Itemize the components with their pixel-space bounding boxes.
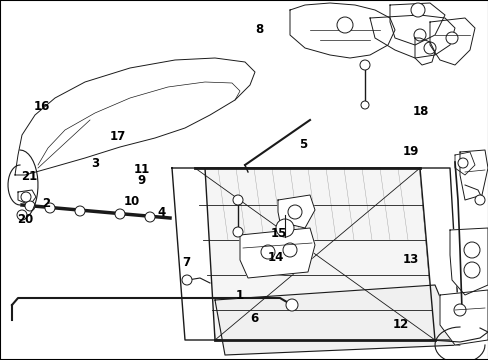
Circle shape xyxy=(457,158,467,168)
Circle shape xyxy=(275,219,293,237)
Circle shape xyxy=(21,192,31,202)
Circle shape xyxy=(453,304,465,316)
Text: 20: 20 xyxy=(17,213,34,226)
Text: 7: 7 xyxy=(182,256,189,269)
Polygon shape xyxy=(18,190,36,205)
Text: 1: 1 xyxy=(235,289,243,302)
Circle shape xyxy=(182,275,192,285)
Polygon shape xyxy=(215,285,459,355)
Circle shape xyxy=(75,206,85,216)
Circle shape xyxy=(261,245,274,259)
Polygon shape xyxy=(414,38,434,65)
Polygon shape xyxy=(240,228,314,278)
Text: 5: 5 xyxy=(299,138,306,150)
Text: 10: 10 xyxy=(123,195,140,208)
Text: 21: 21 xyxy=(21,170,38,183)
Text: 8: 8 xyxy=(255,23,263,36)
Circle shape xyxy=(445,32,457,44)
Circle shape xyxy=(232,227,243,237)
Circle shape xyxy=(285,299,297,311)
Circle shape xyxy=(423,42,435,54)
Polygon shape xyxy=(439,290,487,345)
Text: 2: 2 xyxy=(42,197,50,210)
Circle shape xyxy=(17,210,27,220)
Text: 12: 12 xyxy=(392,318,408,330)
Polygon shape xyxy=(429,18,474,65)
Text: 15: 15 xyxy=(270,227,286,240)
Circle shape xyxy=(463,262,479,278)
Text: 4: 4 xyxy=(157,206,165,219)
Text: 11: 11 xyxy=(133,163,150,176)
Circle shape xyxy=(463,242,479,258)
Polygon shape xyxy=(369,15,454,58)
Polygon shape xyxy=(278,195,314,228)
Circle shape xyxy=(413,29,425,41)
Text: 17: 17 xyxy=(109,130,125,143)
Polygon shape xyxy=(459,150,487,200)
Circle shape xyxy=(25,201,35,211)
Circle shape xyxy=(474,195,484,205)
Text: 16: 16 xyxy=(33,100,50,113)
Circle shape xyxy=(360,101,368,109)
Text: 6: 6 xyxy=(250,312,258,325)
Polygon shape xyxy=(449,228,487,295)
Text: 9: 9 xyxy=(138,174,145,186)
Circle shape xyxy=(45,203,55,213)
Circle shape xyxy=(115,209,125,219)
Polygon shape xyxy=(289,3,394,58)
Text: 14: 14 xyxy=(267,251,284,264)
Text: 18: 18 xyxy=(411,105,428,118)
Text: 19: 19 xyxy=(402,145,418,158)
Text: 3: 3 xyxy=(91,157,99,170)
Polygon shape xyxy=(454,152,474,175)
Polygon shape xyxy=(389,3,444,45)
Circle shape xyxy=(287,205,302,219)
Circle shape xyxy=(359,60,369,70)
Text: 13: 13 xyxy=(402,253,418,266)
Circle shape xyxy=(145,212,155,222)
Circle shape xyxy=(410,3,424,17)
Polygon shape xyxy=(15,58,254,175)
Polygon shape xyxy=(195,168,434,340)
Polygon shape xyxy=(419,168,459,340)
Circle shape xyxy=(232,195,243,205)
Circle shape xyxy=(283,243,296,257)
Circle shape xyxy=(336,17,352,33)
Polygon shape xyxy=(172,168,215,340)
